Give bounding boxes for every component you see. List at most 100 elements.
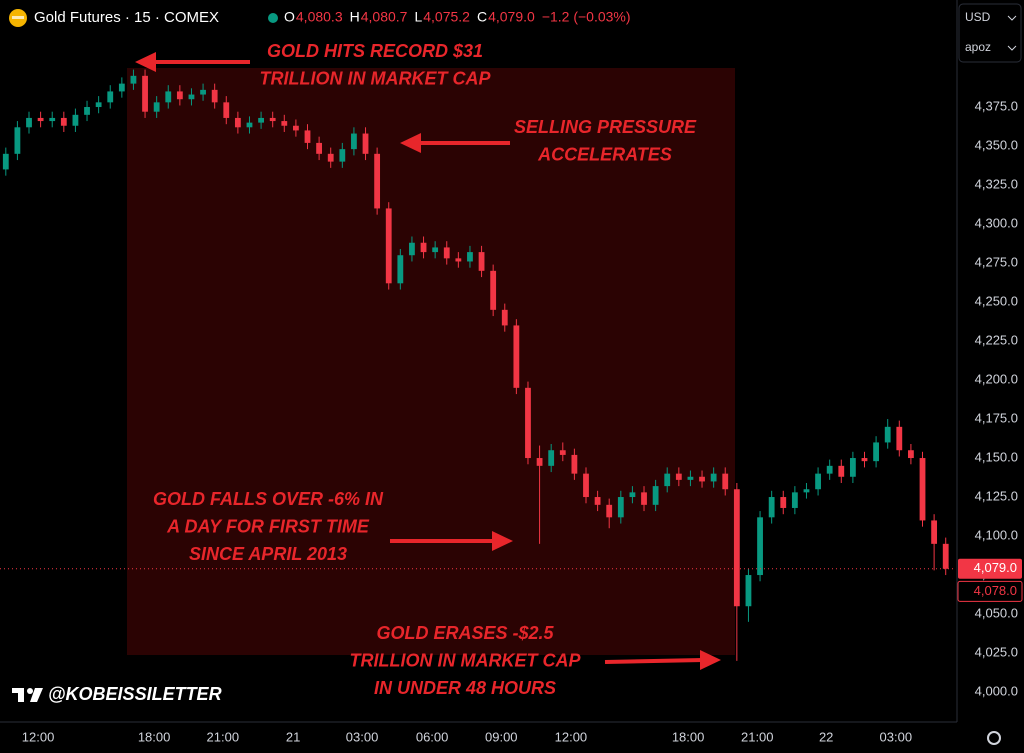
symbol-icon-bar: [12, 16, 24, 19]
candle-body: [501, 309, 508, 326]
dropdown-arrow: [1007, 15, 1017, 21]
candle-body: [351, 133, 357, 150]
candle-body: [374, 153, 381, 209]
candle-body: [26, 117, 32, 128]
candle-body: [559, 450, 566, 455]
candle-body: [525, 387, 531, 459]
candle-body: [281, 121, 288, 126]
candle-body: [826, 465, 833, 474]
candle-body: [211, 89, 218, 103]
candle-body: [37, 117, 44, 122]
candle-body: [571, 454, 578, 474]
market-status: [268, 13, 278, 23]
x-tick-label: 18:00: [138, 729, 171, 744]
candle-body: [664, 473, 671, 487]
candle-body: [200, 89, 206, 95]
candle-body: [583, 473, 589, 498]
candle-body: [84, 107, 90, 115]
ohlc-key: O: [284, 9, 295, 25]
candle-body: [409, 242, 415, 256]
candle-body: [733, 489, 740, 607]
candle-body: [443, 247, 450, 259]
ohlc-legend: O 4,080.3 H 4,080.7 L 4,075.2 C 4,079.0 −1.2 (−0…: [284, 9, 631, 25]
candle-body: [95, 102, 102, 108]
candle-body: [176, 91, 183, 100]
candle-body: [629, 492, 636, 498]
x-tick-label: 03:00: [880, 729, 913, 744]
candle-body: [258, 117, 264, 123]
y-tick-label: 4,300.0: [975, 215, 1018, 230]
candle-body: [791, 492, 798, 508]
candle-body: [385, 208, 392, 284]
annotation-text: GOLD ERASES -$2.5: [376, 623, 554, 643]
x-tick-label: 06:00: [416, 729, 449, 744]
candle-body: [908, 450, 914, 459]
candle-body: [432, 247, 439, 253]
candle-body: [873, 442, 879, 462]
candle-body: [699, 476, 705, 482]
annotation-arrows: [135, 52, 721, 670]
candle-body: [641, 492, 647, 505]
candle-body: [246, 122, 253, 128]
arrow-head: [400, 133, 421, 153]
candle-body: [362, 133, 369, 154]
candle-body: [513, 325, 520, 388]
y-tick-label: 4,225.0: [975, 332, 1018, 347]
currency-button[interactable]: USD: [965, 10, 991, 24]
candle-body: [130, 75, 137, 84]
ohlc-key: C: [477, 9, 487, 25]
candle-body: [548, 450, 555, 466]
candle-body: [931, 520, 938, 544]
candle-body: [687, 476, 694, 480]
arrow-head: [700, 650, 721, 670]
x-tick-label: 21: [286, 729, 300, 744]
scale-mode-button[interactable]: apoz: [965, 40, 991, 54]
logo-part: [27, 688, 33, 694]
x-tick-label: 12:00: [22, 729, 55, 744]
x-tick-label: 21:00: [207, 729, 240, 744]
scale-controls[interactable]: [958, 3, 1022, 63]
last-price-box: [958, 558, 1022, 579]
highlight-zone: [127, 68, 735, 655]
y-tick-label: 4,100.0: [975, 527, 1018, 542]
annotation-text: IN UNDER 48 HOURS: [374, 678, 556, 698]
arrow: [604, 658, 704, 664]
candle-body: [861, 458, 868, 462]
symbol-title: Gold Futures · 15 · COMEX: [34, 9, 219, 26]
candle-body: [606, 504, 613, 518]
x-tick-label: 09:00: [485, 729, 518, 744]
annotation-text: TRILLION IN MARKET CAP: [350, 650, 582, 670]
candle-body: [896, 426, 903, 451]
candle-body: [757, 517, 763, 576]
y-tick-label: 4,150.0: [975, 449, 1018, 464]
x-tick-label: 22: [819, 729, 833, 744]
candle-body: [234, 117, 241, 128]
watermark-logo: [12, 688, 43, 702]
settings-button[interactable]: [987, 731, 1001, 745]
candle-body: [710, 473, 717, 482]
y-tick-label: 4,350.0: [975, 137, 1018, 152]
candle-body: [316, 142, 323, 154]
y-tick-label: 4,200.0: [975, 371, 1018, 386]
candle-body: [292, 125, 299, 131]
candle-body: [849, 458, 856, 477]
candle-body: [420, 242, 427, 253]
candle-body: [780, 497, 787, 508]
candle-body: [884, 426, 891, 443]
y-tick-label: 4,375.0: [975, 98, 1018, 113]
x-tick-label: 18:00: [672, 729, 705, 744]
y-tick-label: 4,250.0: [975, 293, 1018, 308]
annotation-text: TRILLION IN MARKET CAP: [260, 68, 492, 88]
candle-body: [188, 94, 195, 100]
candle-body: [223, 102, 230, 118]
arrow-head: [135, 52, 156, 72]
candle-body: [942, 543, 949, 569]
y-tick-label: 4,175.0: [975, 410, 1018, 425]
logo-part: [18, 688, 24, 702]
y-tick-label: 4,025.0: [975, 644, 1018, 659]
annotation-text: A DAY FOR FIRST TIME: [166, 516, 370, 536]
watermark: @KOBEISSILETTER: [48, 684, 222, 704]
candle-body: [49, 117, 56, 122]
candle-body: [455, 258, 462, 262]
candle-body: [675, 473, 682, 480]
